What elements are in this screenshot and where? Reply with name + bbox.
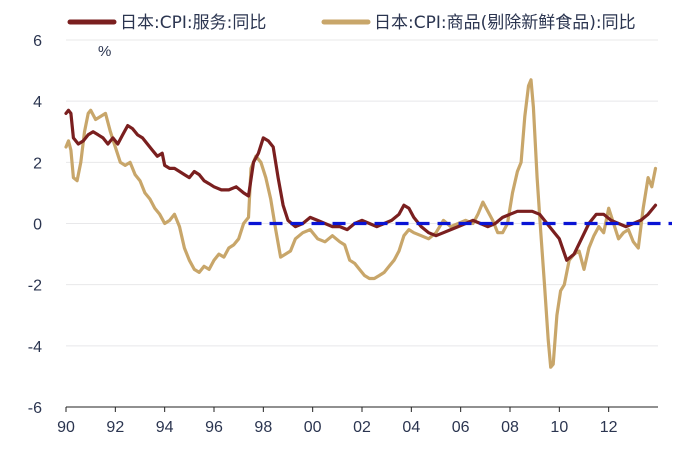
x-tick-label: 90 — [57, 419, 75, 436]
y-tick-label: 0 — [33, 217, 42, 234]
y-unit-label: % — [98, 43, 111, 60]
x-tick-label: 98 — [254, 419, 272, 436]
y-tick-label: 4 — [33, 94, 42, 111]
y-tick-label: 6 — [33, 33, 42, 50]
y-tick-label: -6 — [28, 400, 42, 417]
x-tick-label: 00 — [304, 419, 322, 436]
series-lines — [64, 78, 658, 369]
x-tick-label: 96 — [205, 419, 223, 436]
x-tick-label: 92 — [106, 419, 124, 436]
grid-lines — [66, 39, 658, 347]
legend-label-goods: 日本:CPI:商品(剔除新鲜食品):同比 — [374, 13, 636, 33]
y-tick-label: 2 — [33, 155, 42, 172]
legend: 日本:CPI:服务:同比 日本:CPI:商品(剔除新鲜食品):同比 — [67, 13, 636, 33]
x-tick-label: 94 — [156, 419, 174, 436]
series-line-goods — [64, 78, 658, 369]
legend-label-services: 日本:CPI:服务:同比 — [120, 13, 266, 33]
x-tick-label: 10 — [550, 419, 568, 436]
x-tick-label: 02 — [353, 419, 371, 436]
x-tick-label: 08 — [501, 419, 519, 436]
series-line-services — [64, 108, 658, 262]
y-tick-label: -4 — [28, 339, 42, 356]
x-tick-label: 12 — [600, 419, 618, 436]
x-tick-label: 06 — [452, 419, 470, 436]
y-tick-label: -2 — [28, 278, 42, 295]
x-tick-label: 04 — [402, 419, 420, 436]
y-axis-ticks: 6 4 2 0 -2 -4 -6 — [28, 33, 42, 417]
x-axis: 90 92 94 96 98 00 02 04 06 08 10 12 — [57, 406, 658, 436]
